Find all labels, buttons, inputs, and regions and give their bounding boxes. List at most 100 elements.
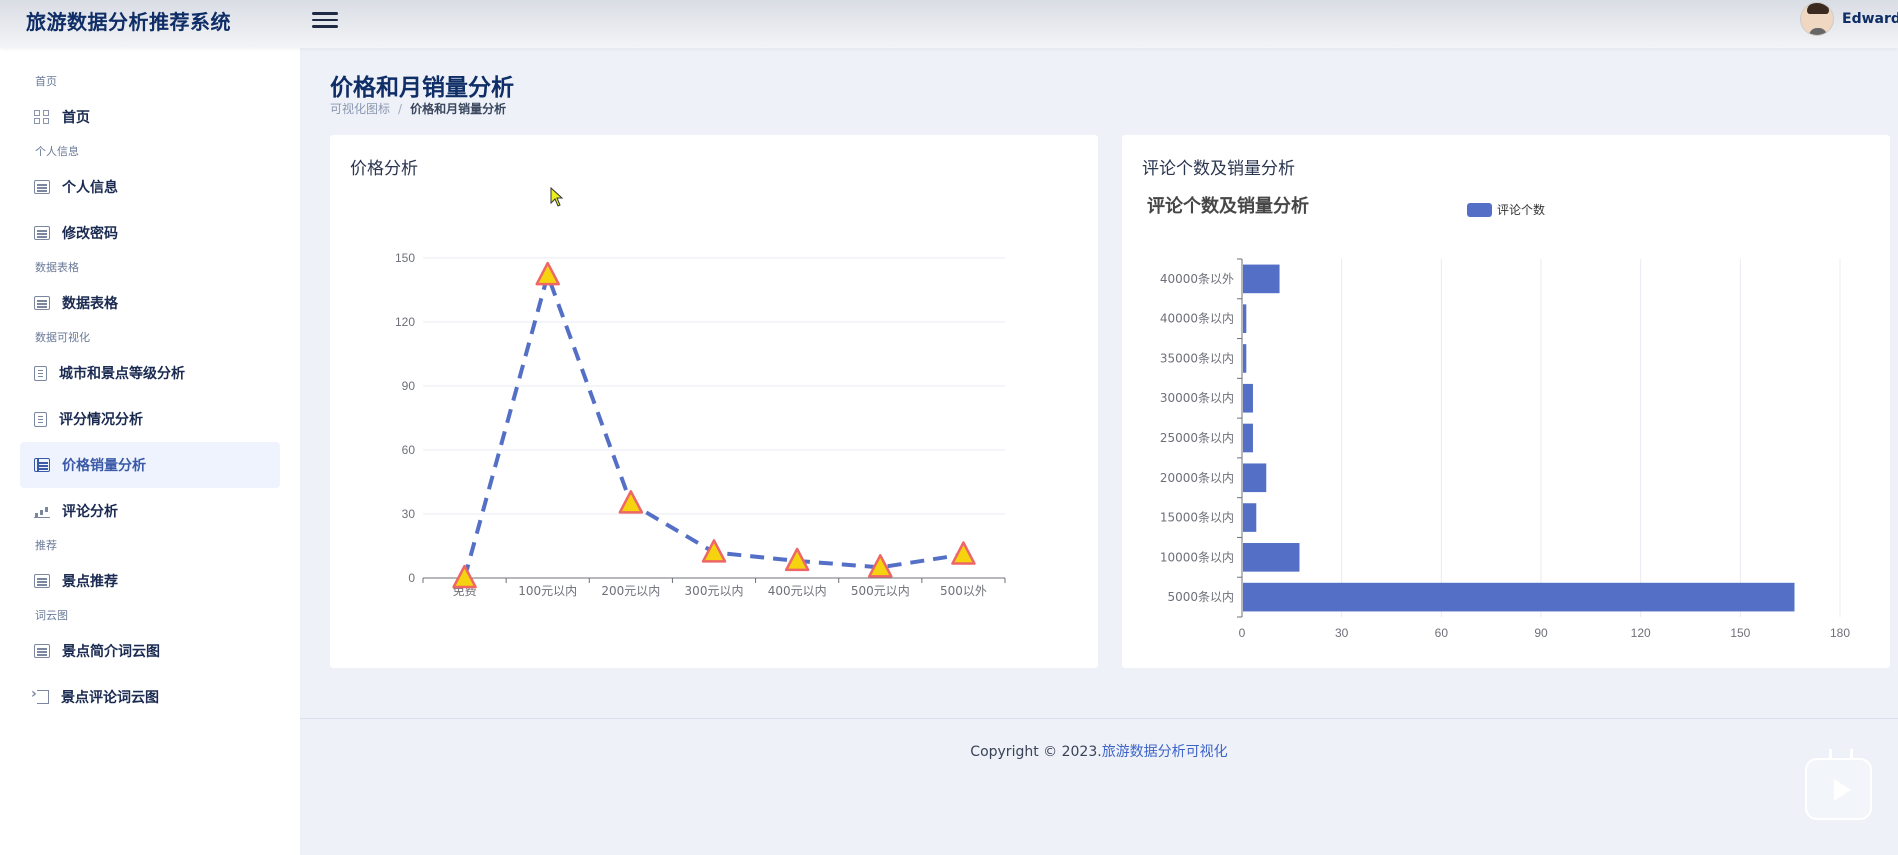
- y-tick-label: 40000条以外: [1160, 272, 1234, 286]
- comment-bar-chart: 评论个数及销量分析 评论个数 0 30 60 90 120 150 180 5000条以内 1000…: [1147, 195, 1850, 640]
- data-point-marker: [868, 554, 893, 578]
- data-point-marker: [701, 539, 727, 563]
- list-icon: [34, 180, 50, 194]
- x-tick-label: 100元以内: [518, 584, 577, 598]
- user-menu[interactable]: Edward: [1800, 2, 1898, 36]
- video-play-icon[interactable]: [1805, 758, 1872, 820]
- list-icon: [34, 574, 50, 588]
- sidebar-item[interactable]: 景点简介词云图: [20, 628, 280, 674]
- footer-link[interactable]: 旅游数据分析可视化: [1101, 744, 1228, 760]
- hamburger-menu-icon[interactable]: [312, 8, 338, 30]
- sidebar-item[interactable]: 评分情况分析: [20, 396, 280, 442]
- bar: [1243, 463, 1267, 493]
- document-icon: [34, 411, 47, 427]
- breadcrumb-parent[interactable]: 可视化图标: [330, 102, 391, 116]
- x-tick-label: 180: [1830, 626, 1850, 640]
- sidebar-item[interactable]: 个人信息: [20, 164, 280, 210]
- y-tick-label: 150: [395, 251, 415, 265]
- sidebar-item-label: 景点推荐: [62, 574, 118, 590]
- card-title: 价格分析: [350, 159, 418, 179]
- sidebar-item-label: 个人信息: [62, 180, 118, 196]
- sidebar-item-label: 评分情况分析: [59, 412, 143, 428]
- sidebar-section-label: 个人信息: [35, 145, 79, 158]
- y-tick-label: 35000条以内: [1160, 351, 1234, 365]
- y-tick-label: 60: [402, 443, 416, 457]
- legend-swatch: [1467, 203, 1492, 217]
- mouse-cursor-icon: [550, 187, 564, 207]
- footer-copyright: Copyright © 2023.: [970, 744, 1102, 760]
- series-line: [462, 273, 964, 579]
- y-tick-label: 120: [395, 315, 415, 329]
- comment-sales-card: 评论个数及销量分析 评论个数及销量分析 评论个数 0 30 60 90 120 150 180 5…: [1122, 135, 1890, 668]
- x-tick-label: 150: [1730, 626, 1750, 640]
- sidebar-section-label: 首页: [35, 75, 57, 88]
- avatar[interactable]: [1800, 2, 1834, 36]
- document-icon: [34, 365, 47, 381]
- sidebar-item[interactable]: 城市和景点等级分析: [20, 350, 280, 396]
- bar: [1243, 503, 1257, 532]
- bar: [1243, 423, 1253, 453]
- sidebar-item[interactable]: 景点推荐: [20, 558, 280, 604]
- sidebar-item[interactable]: 价格销量分析: [20, 442, 280, 488]
- data-point-marker: [452, 564, 477, 589]
- user-name[interactable]: Edward: [1842, 11, 1898, 27]
- x-tick-label: 500元以内: [851, 584, 910, 598]
- sidebar-item[interactable]: 修改密码: [20, 210, 280, 256]
- x-tick-label: 500以外: [940, 584, 987, 598]
- sidebar-item-label: 数据表格: [62, 296, 118, 312]
- x-tick-label: 200元以内: [601, 584, 660, 598]
- sidebar-section-label: 词云图: [35, 609, 68, 622]
- y-tick-label: 5000条以内: [1167, 590, 1234, 604]
- bar: [1243, 264, 1280, 294]
- bar-chart-icon: [34, 504, 50, 518]
- sidebar-item-label: 首页: [62, 110, 90, 126]
- list-icon: [34, 644, 50, 658]
- sidebar-item-label: 景点评论词云图: [61, 690, 159, 706]
- table-icon: [34, 458, 50, 472]
- y-tick-label: 20000条以内: [1160, 471, 1234, 485]
- sidebar-item[interactable]: 景点评论词云图: [20, 674, 280, 720]
- x-tick-label: 300元以内: [685, 584, 744, 598]
- y-tick-label: 40000条以内: [1160, 312, 1234, 326]
- data-point-marker: [535, 261, 560, 286]
- data-point-marker: [951, 541, 976, 565]
- list-icon: [34, 226, 50, 240]
- x-tick-label: 90: [1534, 626, 1548, 640]
- sign-in-icon: [31, 686, 49, 704]
- x-tick-label: 30: [1335, 626, 1349, 640]
- sidebar-item[interactable]: 首页: [20, 94, 280, 140]
- y-tick-label: 15000条以内: [1160, 511, 1234, 525]
- y-tick-label: 10000条以内: [1160, 550, 1234, 564]
- grid-icon: [34, 110, 50, 124]
- breadcrumb-current: 价格和月销量分析: [410, 102, 507, 116]
- footer-divider: [300, 718, 1898, 719]
- x-tick-label: 400元以内: [768, 584, 827, 598]
- breadcrumb-separator: /: [398, 102, 403, 116]
- sidebar-section-label: 推荐: [35, 539, 57, 552]
- y-tick-label: 30: [402, 507, 416, 521]
- y-tick-label: 90: [402, 379, 416, 393]
- breadcrumb: 可视化图标 / 价格和月销量分析: [330, 100, 506, 117]
- sidebar-item-label: 评论分析: [62, 504, 118, 520]
- sidebar-item-label: 价格销量分析: [62, 458, 146, 474]
- sidebar-item-label: 城市和景点等级分析: [59, 366, 185, 382]
- sidebar-section-label: 数据表格: [35, 261, 79, 274]
- x-tick-label: 0: [1239, 626, 1246, 640]
- top-navbar: 旅游数据分析推荐系统 Edward: [0, 0, 1898, 48]
- y-tick-label: 25000条以内: [1160, 431, 1234, 445]
- footer: Copyright © 2023.旅游数据分析可视化: [300, 741, 1898, 761]
- page-title: 价格和月销量分析: [330, 75, 514, 101]
- bar: [1243, 543, 1300, 572]
- sidebar: 首页 首页 个人信息 个人信息 修改密码 数据表格 数据表格 数据可视化 城市和景点等级分析 评分…: [0, 48, 300, 855]
- sidebar-item[interactable]: 评论分析: [20, 488, 280, 534]
- data-point-marker: [618, 490, 644, 514]
- bar: [1243, 582, 1795, 612]
- card-title: 评论个数及销量分析: [1142, 159, 1295, 179]
- data-point-marker: [784, 547, 810, 572]
- sidebar-item[interactable]: 数据表格: [20, 280, 280, 326]
- sidebar-item-label: 景点简介词云图: [62, 644, 160, 660]
- chart-title: 评论个数及销量分析: [1147, 195, 1309, 217]
- app-title[interactable]: 旅游数据分析推荐系统: [26, 10, 231, 34]
- bar: [1243, 383, 1253, 413]
